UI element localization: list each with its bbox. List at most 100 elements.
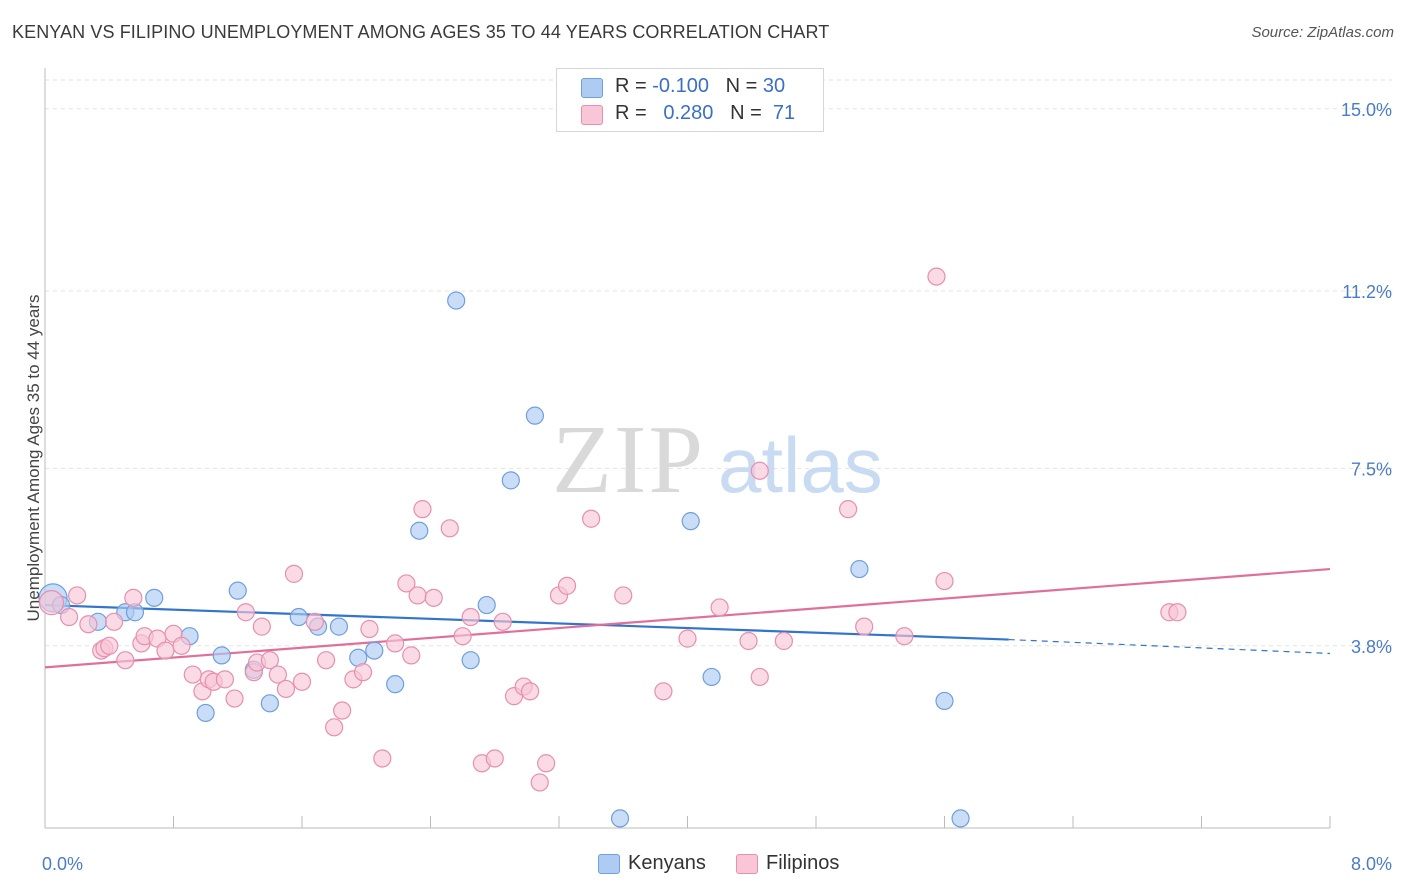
kenyan-point	[410, 521, 429, 540]
kenyan-point	[850, 559, 869, 579]
filipino-point	[172, 636, 191, 655]
kenyan-point	[365, 641, 384, 660]
watermark: ZIP atlas	[552, 406, 883, 514]
data-points	[38, 267, 1187, 828]
kenyan-point	[386, 675, 405, 694]
legend-swatch-kenyans	[581, 78, 603, 98]
filipino-point	[461, 607, 480, 627]
y-tick-label: 3.8%	[1351, 637, 1392, 657]
filipino-point	[325, 718, 344, 737]
filipino-point	[215, 670, 234, 689]
filipino-point	[855, 617, 874, 636]
legend-r-label: R =	[615, 102, 647, 124]
filipino-point	[710, 598, 729, 617]
filipino-point	[360, 619, 379, 639]
trend-lines	[44, 567, 1331, 669]
filipino-point	[124, 588, 143, 607]
filipino-point	[236, 603, 255, 622]
filipino-point	[839, 500, 858, 519]
legend-n-value: 30	[762, 75, 786, 97]
filipino-point	[739, 631, 758, 651]
kenyan-point	[447, 291, 466, 310]
kenyan-point	[477, 595, 496, 615]
filipino-point	[440, 519, 459, 538]
chart-title: KENYAN VS FILIPINO UNEMPLOYMENT AMONG AG…	[12, 22, 830, 42]
filipino-point	[402, 646, 421, 665]
kenyan-point	[935, 691, 954, 711]
filipino-point	[1168, 603, 1187, 622]
kenyan-point	[702, 667, 721, 687]
filipino-point	[424, 588, 443, 607]
legend-n-label: N =	[730, 102, 762, 124]
kenyan-point	[289, 607, 308, 627]
kenyan-point	[681, 512, 700, 531]
filipino-point	[276, 679, 296, 699]
kenyan-trend-extension	[1008, 638, 1331, 655]
filipino-point	[104, 612, 124, 631]
kenyan-point	[951, 809, 970, 828]
filipino-point	[305, 612, 324, 631]
filipino-point	[493, 612, 512, 631]
filipino-point	[453, 627, 472, 646]
legend-n-label: N =	[725, 75, 758, 97]
kenyan-point	[212, 646, 231, 665]
tick-labels: 3.8% 7.5% 11.2% 15.0% 0.0% 8.0%	[42, 100, 1392, 874]
legend-r-value: -0.100	[652, 75, 709, 97]
axes	[44, 68, 1331, 829]
filipino-point	[530, 773, 549, 792]
filipino-point	[582, 509, 601, 528]
legend-swatch-filipinos	[581, 105, 603, 125]
filipino-point	[386, 634, 405, 653]
y-tick-label: 7.5%	[1351, 459, 1392, 479]
y-tick-label: 15.0%	[1341, 100, 1392, 120]
filipino-point	[678, 629, 697, 648]
filipino-point	[116, 651, 135, 670]
filipino-point	[268, 665, 288, 684]
filipino-point	[408, 586, 427, 605]
kenyan-point	[525, 406, 545, 425]
kenyan-point	[461, 651, 480, 670]
filipino-point	[316, 651, 336, 670]
grid-lines	[45, 79, 1392, 647]
source-label: Source: ZipAtlas.com	[1251, 24, 1394, 41]
filipino-point	[750, 461, 769, 480]
filipino-point	[520, 682, 540, 701]
kenyan-trend-line	[44, 603, 1009, 641]
series-swatch-kenyans	[598, 854, 620, 874]
filipino-point	[774, 631, 793, 651]
kenyan-point	[610, 809, 630, 828]
filipino-point	[225, 689, 244, 708]
correlation-legend: R = -0.100 N = 30 R = 0.280 N = 71	[556, 68, 824, 132]
filipino-point	[292, 672, 312, 691]
y-tick-label: 11.2%	[1342, 282, 1392, 302]
filipino-point	[397, 574, 416, 593]
filipino-point	[373, 749, 392, 768]
filipino-point	[654, 682, 673, 701]
x-tick-label: 8.0%	[1351, 854, 1392, 874]
filipino-point	[79, 615, 98, 634]
filipino-point	[614, 586, 633, 605]
filipino-trend-line	[44, 567, 1331, 669]
legend-r-value: 0.280	[663, 102, 714, 124]
filipino-point	[927, 267, 946, 286]
filipino-point	[895, 627, 914, 646]
kenyan-point	[145, 588, 164, 607]
series-label-kenyans: Kenyans	[628, 852, 706, 874]
filipino-point	[935, 571, 954, 591]
filipino-point	[413, 500, 432, 519]
filipino-point	[59, 607, 79, 627]
series-swatch-filipinos	[736, 854, 758, 874]
filipino-point	[557, 576, 577, 595]
filipino-point	[183, 665, 202, 684]
legend-n-value: 71	[772, 102, 796, 124]
filipino-point	[485, 749, 504, 768]
filipino-point	[260, 651, 279, 670]
x-tick-label: 0.0%	[42, 854, 83, 874]
filipino-point	[252, 617, 271, 636]
filipino-point	[537, 754, 556, 773]
filipino-point	[38, 590, 65, 616]
kenyan-point	[329, 617, 349, 636]
filipino-point	[353, 663, 373, 682]
legend-r-label: R =	[615, 75, 647, 97]
series-label-filipinos: Filipinos	[766, 852, 840, 874]
